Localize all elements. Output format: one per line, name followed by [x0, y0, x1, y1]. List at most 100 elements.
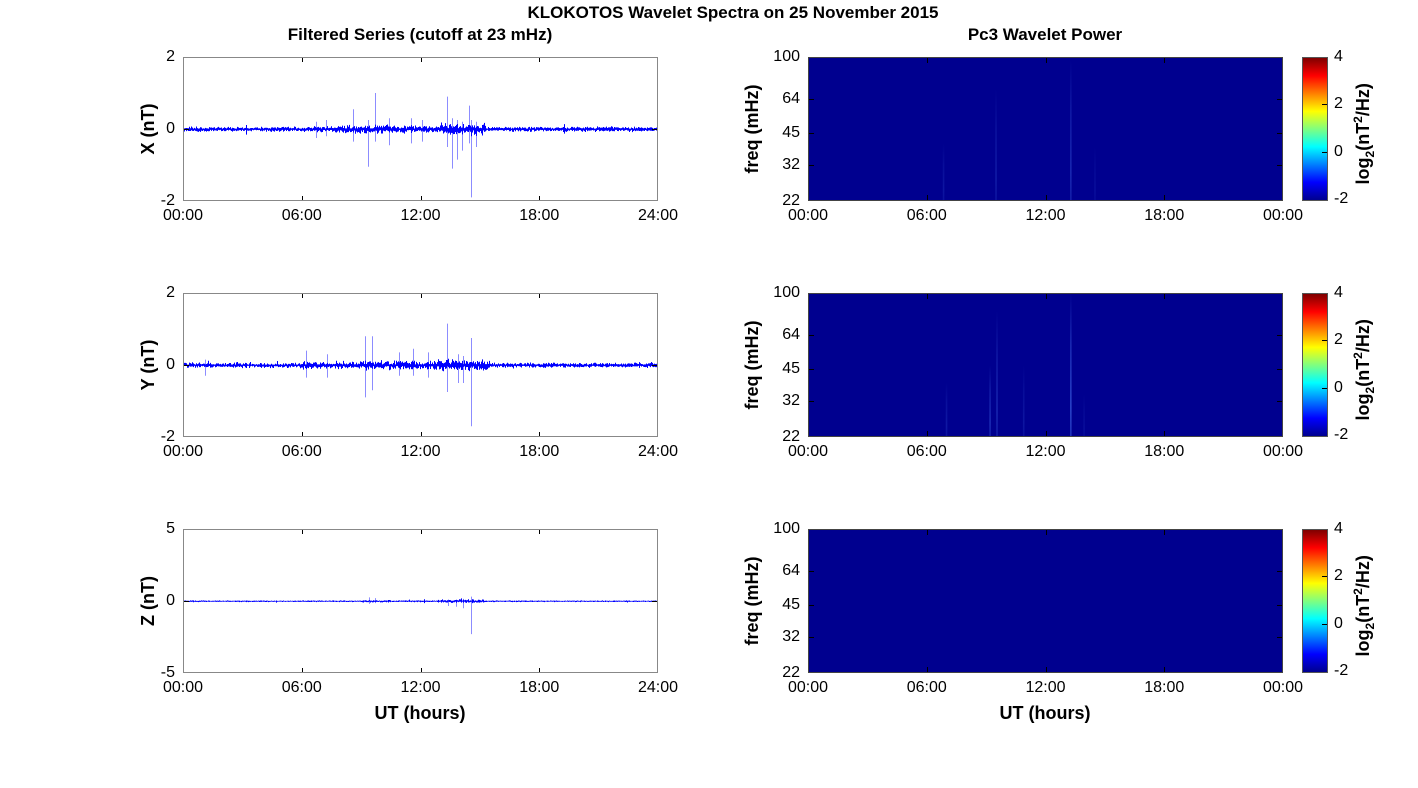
colorbar-tick-label: -2 — [1334, 426, 1349, 443]
x-tick-label: 12:00 — [400, 679, 441, 696]
colorbar-tick-label: 4 — [1334, 284, 1343, 301]
y-tick-label: 64 — [782, 562, 800, 580]
colorbar-label-sub: 2 — [1362, 386, 1377, 394]
colorbar-tick-mark — [1322, 388, 1327, 389]
y-tick-label: 100 — [773, 48, 800, 65]
y-tick-label: 5 — [166, 520, 175, 537]
panel-x-spectrogram — [808, 57, 1283, 201]
x-tick-label: 00:00 — [1262, 443, 1304, 460]
y-tick-label: 64 — [782, 326, 800, 344]
colorbar-label-sub: 2 — [1362, 150, 1377, 158]
panel-y-timeseries — [183, 293, 658, 437]
y-tick-label: 22 — [782, 192, 800, 209]
colorbar-tick-mark — [1322, 576, 1327, 577]
y-tick-label: 45 — [782, 360, 800, 378]
timeseries-z-canvas — [183, 529, 658, 673]
colorbar-tick-label: 2 — [1334, 567, 1343, 584]
y-tick-label: 22 — [782, 664, 800, 681]
x-tick-label: 00:00 — [787, 679, 829, 696]
y-tick-label: 45 — [782, 596, 800, 614]
colorbar-tick-label: 0 — [1334, 143, 1343, 160]
y-axis-label: X (nT) — [138, 103, 158, 155]
x-tick-label: 12:00 — [1025, 679, 1066, 696]
y-tick-label: -5 — [160, 664, 175, 681]
colorbar-label-text: log — [1353, 157, 1374, 185]
y-tick-label: 100 — [773, 520, 800, 537]
colorbar-tick-label: 2 — [1334, 95, 1343, 112]
x-tick-label: 12:00 — [400, 207, 441, 224]
x-tick-label: 24:00 — [637, 679, 679, 696]
colorbar-tick-label: 0 — [1334, 379, 1343, 396]
x-tick-label: 24:00 — [637, 207, 679, 224]
y-tick-label: 2 — [166, 284, 175, 301]
y-axis-label: Z (nT) — [138, 576, 158, 626]
colorbar-label-text: log — [1353, 629, 1374, 657]
x-tick-label: 18:00 — [519, 679, 560, 696]
y-axis-label: Y (nT) — [138, 339, 158, 391]
colorbar-tick-mark — [1322, 624, 1327, 625]
y-tick-label: 0 — [166, 592, 175, 609]
colorbar-tick-label: 0 — [1334, 615, 1343, 632]
colorbar-label-text: /Hz) — [1353, 83, 1374, 117]
y-tick-label: 45 — [782, 124, 800, 142]
colorbar-tick-label: -2 — [1334, 662, 1349, 679]
right-column-title: Pc3 Wavelet Power — [967, 25, 1123, 44]
panel-z-timeseries — [183, 529, 658, 673]
y-axis-label: freq (mHz) — [742, 84, 762, 174]
colorbar-row-1: log2(nT2/Hz) 4 2 0 -2 — [1302, 48, 1418, 207]
colorbar-label-sub: 2 — [1362, 622, 1377, 630]
x-tick-label: 18:00 — [519, 207, 560, 224]
colorbar-tick-mark — [1322, 340, 1327, 341]
colorbar-label-text: (nT — [1353, 122, 1374, 151]
y-tick-label: 100 — [773, 284, 800, 301]
left-column-title: Filtered Series (cutoff at 23 mHz) — [287, 25, 553, 44]
y-tick-label: 0 — [166, 120, 175, 137]
colorbar-label-sup: 2 — [1351, 116, 1366, 123]
colorbar-tick-label: -2 — [1334, 190, 1349, 207]
colorbar-label: log2(nT2/Hz) — [1348, 521, 1380, 691]
colorbar-tick-mark — [1322, 104, 1327, 105]
x-tick-label: 06:00 — [906, 207, 947, 224]
y-tick-label: 2 — [166, 48, 175, 65]
x-tick-label: 12:00 — [1025, 443, 1066, 460]
colorbar-label-text: (nT — [1353, 594, 1374, 623]
x-tick-label: 12:00 — [1025, 207, 1066, 224]
y-tick-label: -2 — [160, 192, 175, 209]
colorbar-label: log2(nT2/Hz) — [1348, 285, 1380, 455]
x-tick-label: 06:00 — [281, 679, 322, 696]
x-tick-label: 00:00 — [787, 207, 829, 224]
x-tick-label: 00:00 — [1262, 207, 1304, 224]
timeseries-y-canvas — [183, 293, 658, 437]
colorbar-label: log2(nT2/Hz) — [1348, 49, 1380, 219]
colorbar-label-sup: 2 — [1351, 588, 1366, 595]
x-tick-label: 18:00 — [1144, 443, 1185, 460]
colorbar-label-text: (nT — [1353, 358, 1374, 387]
colorbar-row-3: log2(nT2/Hz) 4 2 0 -2 — [1302, 520, 1418, 679]
colorbar-gradient — [1302, 293, 1328, 437]
colorbar-tick-label: 2 — [1334, 331, 1343, 348]
main-title: KLOKOTOS Wavelet Spectra on 25 November … — [527, 3, 939, 22]
x-tick-label: 24:00 — [637, 443, 679, 460]
colorbar-row-2: log2(nT2/Hz) 4 2 0 -2 — [1302, 284, 1418, 443]
x-tick-label: 18:00 — [519, 443, 560, 460]
colorbar-tick-label: 4 — [1334, 48, 1343, 65]
y-tick-label: 32 — [782, 156, 800, 174]
x-tick-label: 00:00 — [1262, 679, 1304, 696]
panel-y-spectrogram — [808, 293, 1283, 437]
y-tick-label: 32 — [782, 628, 800, 646]
colorbar-gradient — [1302, 529, 1328, 673]
x-tick-label: 06:00 — [281, 443, 322, 460]
y-tick-label: 0 — [166, 356, 175, 373]
x-tick-label: 00:00 — [162, 207, 204, 224]
colorbar-label-text: /Hz) — [1353, 319, 1374, 353]
spectrogram-z-canvas — [808, 529, 1283, 673]
x-tick-label: 18:00 — [1144, 679, 1185, 696]
colorbar-label-text: /Hz) — [1353, 555, 1374, 589]
y-tick-label: 64 — [782, 90, 800, 108]
panel-x-timeseries — [183, 57, 658, 201]
spectrogram-x-canvas — [808, 57, 1283, 201]
spectrogram-y-canvas — [808, 293, 1283, 437]
colorbar-tick-label: 4 — [1334, 520, 1343, 537]
x-tick-label: 12:00 — [400, 443, 441, 460]
